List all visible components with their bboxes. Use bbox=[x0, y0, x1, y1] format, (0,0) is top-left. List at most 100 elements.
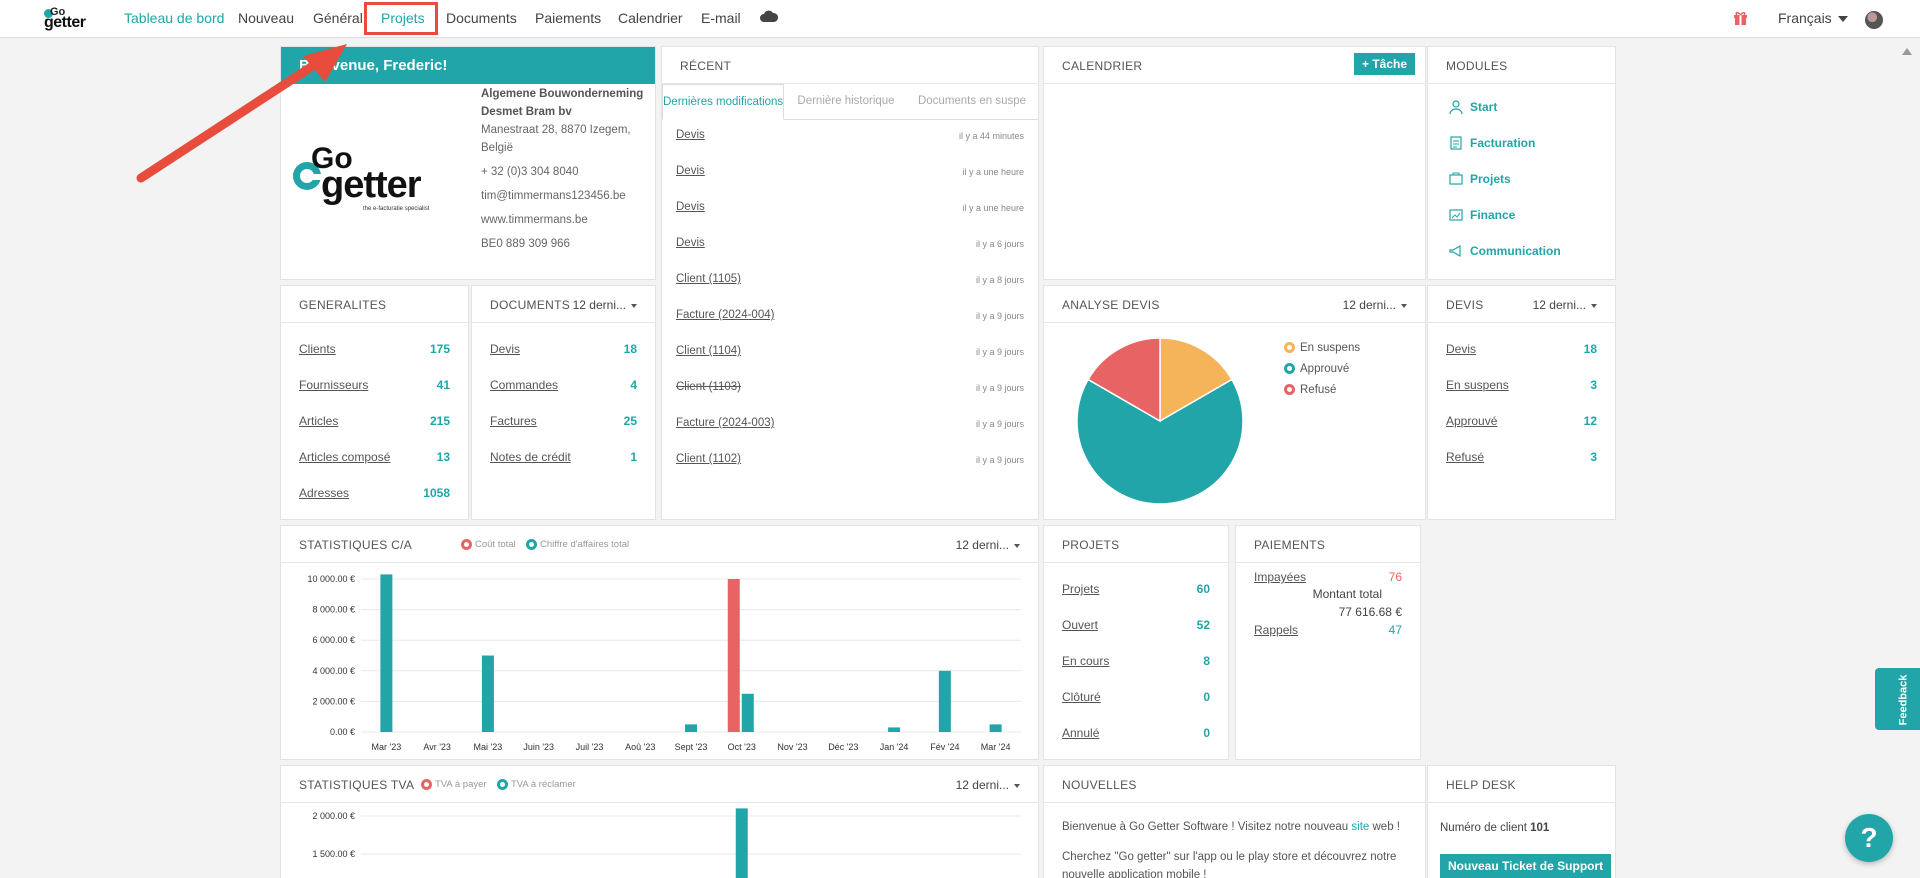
devis-row[interactable]: En suspens 3 bbox=[1446, 378, 1597, 396]
app-logo[interactable]: Go getter bbox=[44, 6, 100, 33]
nav-general[interactable]: Général bbox=[313, 10, 363, 26]
nav-projets[interactable]: Projets bbox=[381, 10, 425, 26]
documents-row[interactable]: Notes de crédit 1 bbox=[490, 450, 637, 468]
devis-row-label[interactable]: Refusé bbox=[1446, 450, 1485, 464]
devis-row[interactable]: Refusé 3 bbox=[1446, 450, 1597, 468]
generalites-row-label[interactable]: Clients bbox=[299, 342, 336, 356]
devis-row-label[interactable]: Approuvé bbox=[1446, 414, 1498, 428]
generalites-row[interactable]: Adresses 1058 bbox=[299, 486, 450, 504]
projets-row[interactable]: Annulé 0 bbox=[1062, 726, 1210, 744]
generalites-row-label[interactable]: Adresses bbox=[299, 486, 350, 500]
stats-tva-period-dropdown[interactable]: 12 derni... bbox=[956, 778, 1020, 792]
documents-row[interactable]: Factures 25 bbox=[490, 414, 637, 432]
devis-period-dropdown[interactable]: 12 derni... bbox=[1533, 298, 1597, 312]
recent-item[interactable]: Devis il y a une heure bbox=[676, 165, 1024, 181]
generalites-row-label[interactable]: Articles composé bbox=[299, 450, 391, 464]
recent-item[interactable]: Client (1105) il y a 8 jours bbox=[676, 273, 1024, 289]
documents-row[interactable]: Commandes 4 bbox=[490, 378, 637, 396]
new-support-ticket-button[interactable]: Nouveau Ticket de Support bbox=[1440, 854, 1612, 878]
generalites-row-label[interactable]: Articles bbox=[299, 414, 339, 428]
generalites-row[interactable]: Articles composé 13 bbox=[299, 450, 450, 468]
projets-row-label[interactable]: Ouvert bbox=[1062, 618, 1099, 632]
nav-paiements[interactable]: Paiements bbox=[535, 10, 602, 26]
nav-calendrier[interactable]: Calendrier bbox=[618, 10, 683, 26]
analyse-period-dropdown[interactable]: 12 derni... bbox=[1343, 298, 1407, 312]
devis-row-label[interactable]: Devis bbox=[1446, 342, 1477, 356]
projets-row-label[interactable]: Projets bbox=[1062, 582, 1100, 596]
documents-row-label[interactable]: Factures bbox=[490, 414, 537, 428]
generalites-row-label[interactable]: Fournisseurs bbox=[299, 378, 369, 392]
devis-row[interactable]: Devis 18 bbox=[1446, 342, 1597, 360]
tab-derniere-historique[interactable]: Dernière historique bbox=[797, 95, 895, 107]
documents-row-label[interactable]: Commandes bbox=[490, 378, 559, 392]
recent-item[interactable]: Facture (2024-003) il y a 9 jours bbox=[676, 417, 1024, 433]
recent-item[interactable]: Client (1104) il y a 9 jours bbox=[676, 345, 1024, 361]
recent-item[interactable]: Devis il y a une heure bbox=[676, 201, 1024, 217]
generalites-row[interactable]: Articles 215 bbox=[299, 414, 450, 432]
recent-item-time: il y a 6 jours bbox=[975, 239, 1024, 249]
documents-row[interactable]: Devis 18 bbox=[490, 342, 637, 360]
bar-cout-total bbox=[727, 579, 740, 732]
recent-item-label[interactable]: Devis bbox=[676, 201, 705, 213]
recent-item-label[interactable]: Devis bbox=[676, 129, 705, 141]
x-tick-label: Fév '24 bbox=[930, 742, 959, 752]
recent-item[interactable]: Client (1103) il y a 9 jours bbox=[676, 381, 1024, 397]
feedback-tab[interactable]: Feedback bbox=[1875, 668, 1920, 730]
add-task-button[interactable]: + Tâche bbox=[1353, 53, 1415, 75]
rappels-label[interactable]: Rappels bbox=[1254, 623, 1299, 637]
devis-row-value: 3 bbox=[1590, 450, 1597, 464]
generalites-row[interactable]: Clients 175 bbox=[299, 342, 450, 360]
tab-documents-en-suspens[interactable]: Documents en suspe bbox=[917, 95, 1027, 107]
projets-row-label[interactable]: Clôturé bbox=[1062, 690, 1101, 704]
projets-row[interactable]: Clôturé 0 bbox=[1062, 690, 1210, 708]
nav-nouveau[interactable]: Nouveau bbox=[238, 10, 295, 26]
recent-item-label[interactable]: Facture (2024-004) bbox=[676, 309, 775, 321]
impayees-label[interactable]: Impayées bbox=[1254, 570, 1307, 584]
recent-item[interactable]: Client (1102) il y a 9 jours bbox=[676, 453, 1024, 469]
nav-tableau-de-bord[interactable]: Tableau de bord bbox=[124, 10, 225, 26]
recent-tabs: Dernières modifications Dernière histori… bbox=[662, 84, 1038, 120]
projets-row[interactable]: En cours 8 bbox=[1062, 654, 1210, 672]
recent-item[interactable]: Devis il y a 44 minutes bbox=[676, 129, 1024, 145]
devis-row[interactable]: Approuvé 12 bbox=[1446, 414, 1597, 432]
recent-item-label[interactable]: Facture (2024-003) bbox=[676, 417, 775, 429]
generalites-row[interactable]: Fournisseurs 41 bbox=[299, 378, 450, 396]
nav-documents[interactable]: Documents bbox=[446, 10, 517, 26]
news-site-link[interactable]: site bbox=[1351, 821, 1370, 833]
language-selector[interactable]: Français bbox=[1778, 10, 1848, 26]
recent-item-label[interactable]: Devis bbox=[676, 165, 705, 177]
stats-tva-header: STATISTIQUES TVA TVA à payer TVA à récla… bbox=[281, 766, 1038, 803]
stats-ca-period-dropdown[interactable]: 12 derni... bbox=[956, 538, 1020, 552]
recent-item[interactable]: Devis il y a 6 jours bbox=[676, 237, 1024, 253]
user-avatar[interactable] bbox=[1865, 11, 1883, 29]
nav-email[interactable]: E-mail bbox=[701, 10, 741, 26]
help-button[interactable]: ? bbox=[1845, 814, 1893, 862]
recent-item-label[interactable]: Devis bbox=[676, 237, 705, 249]
recent-item-label[interactable]: Client (1104) bbox=[676, 345, 741, 357]
recent-item-label[interactable]: Client (1105) bbox=[676, 273, 741, 285]
projets-row[interactable]: Projets 60 bbox=[1062, 582, 1210, 600]
recent-item[interactable]: Facture (2024-004) il y a 9 jours bbox=[676, 309, 1024, 325]
devis-row-label[interactable]: En suspens bbox=[1446, 378, 1509, 392]
y-tick-label: 6 000.00 € bbox=[312, 635, 355, 645]
projets-row[interactable]: Ouvert 52 bbox=[1062, 618, 1210, 636]
recent-item-label[interactable]: Client (1103) bbox=[676, 381, 741, 393]
recent-item-time: il y a 9 jours bbox=[975, 455, 1024, 465]
scroll-up-icon[interactable] bbox=[1902, 48, 1912, 55]
paiements-row-impayees[interactable]: Impayées 76 bbox=[1254, 570, 1402, 588]
tab-dernieres-modifications[interactable]: Dernières modifications bbox=[662, 84, 784, 120]
documents-period-dropdown[interactable]: 12 derni... bbox=[573, 298, 637, 312]
documents-row-label[interactable]: Devis bbox=[490, 342, 521, 356]
documents-row-value: 25 bbox=[623, 414, 637, 428]
recent-item-time: il y a 44 minutes bbox=[958, 131, 1024, 141]
documents-header: DOCUMENTS 12 derni... bbox=[472, 286, 655, 323]
devis-row-value: 18 bbox=[1583, 342, 1597, 356]
paiements-row-rappels[interactable]: Rappels 47 bbox=[1254, 623, 1402, 641]
projets-row-label[interactable]: En cours bbox=[1062, 654, 1110, 668]
recent-item-label[interactable]: Client (1102) bbox=[676, 453, 741, 465]
documents-row-label[interactable]: Notes de crédit bbox=[490, 450, 571, 464]
megaphone-icon bbox=[1449, 244, 1461, 258]
projets-row-label[interactable]: Annulé bbox=[1062, 726, 1100, 740]
cloud-icon[interactable] bbox=[760, 10, 778, 22]
gift-icon[interactable] bbox=[1733, 11, 1748, 25]
